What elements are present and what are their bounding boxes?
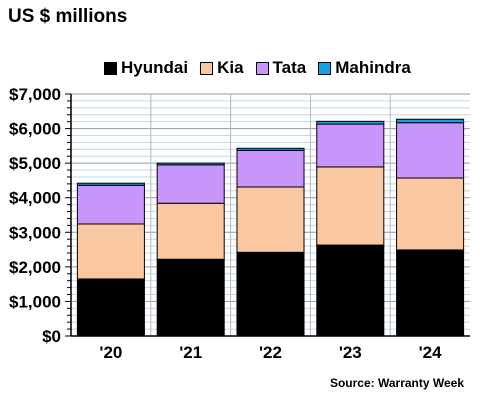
x-tick-label: '24 [419, 343, 442, 362]
bar-tata-0 [76, 184, 145, 225]
legend-swatch-tata [255, 61, 269, 75]
y-tick-label: $6,000 [9, 120, 61, 139]
chart-title: US $ millions [8, 6, 128, 27]
y-tick-label: $1,000 [9, 292, 61, 311]
bar-mahindra-0 [76, 182, 145, 186]
y-tick-label: $4,000 [9, 189, 61, 208]
legend-item-tata: Tata [255, 58, 307, 78]
bar-kia-3 [316, 166, 385, 246]
x-tick-label: '21 [179, 343, 202, 362]
bar-tata-4 [396, 122, 465, 179]
legend-label-mahindra: Mahindra [335, 58, 411, 77]
y-tick-label: $7,000 [9, 85, 61, 104]
bar-hyundai-2 [236, 251, 305, 337]
legend-label-kia: Kia [217, 58, 244, 77]
x-tick-label: '20 [99, 343, 122, 362]
y-tick-label: $0 [42, 327, 61, 346]
y-tick-label: $3,000 [9, 223, 61, 242]
bar-hyundai-4 [396, 249, 465, 337]
bar-kia-1 [156, 202, 225, 260]
bar-kia-4 [396, 177, 465, 251]
legend-swatch-hyundai [104, 61, 117, 75]
bar-mahindra-2 [236, 147, 305, 151]
bar-kia-0 [76, 223, 145, 280]
legend-swatch-mahindra [318, 61, 332, 75]
bar-tata-1 [156, 164, 225, 204]
legend-item-kia: Kia [200, 58, 244, 78]
legend-swatch-kia [200, 61, 214, 75]
bar-mahindra-1 [156, 162, 225, 166]
bar-hyundai-0 [76, 278, 145, 337]
legend-label-tata: Tata [272, 58, 307, 77]
bar-mahindra-4 [396, 118, 465, 124]
bar-hyundai-1 [156, 258, 225, 337]
legend-item-hyundai: Hyundai [104, 58, 188, 78]
y-tick-label: $5,000 [9, 154, 61, 173]
y-tick-label: $2,000 [9, 258, 61, 277]
x-tick-label: '23 [339, 343, 362, 362]
bar-mahindra-3 [316, 120, 385, 125]
legend-item-mahindra: Mahindra [318, 58, 411, 78]
bar-kia-2 [236, 186, 305, 253]
bar-tata-2 [236, 149, 305, 188]
bar-tata-3 [316, 123, 385, 168]
source-note: Source: Warranty Week [329, 376, 464, 390]
legend: Hyundai Kia Tata Mahindra [104, 58, 423, 78]
bar-hyundai-3 [316, 244, 385, 337]
x-tick-label: '22 [259, 343, 282, 362]
legend-label-hyundai: Hyundai [121, 58, 189, 77]
